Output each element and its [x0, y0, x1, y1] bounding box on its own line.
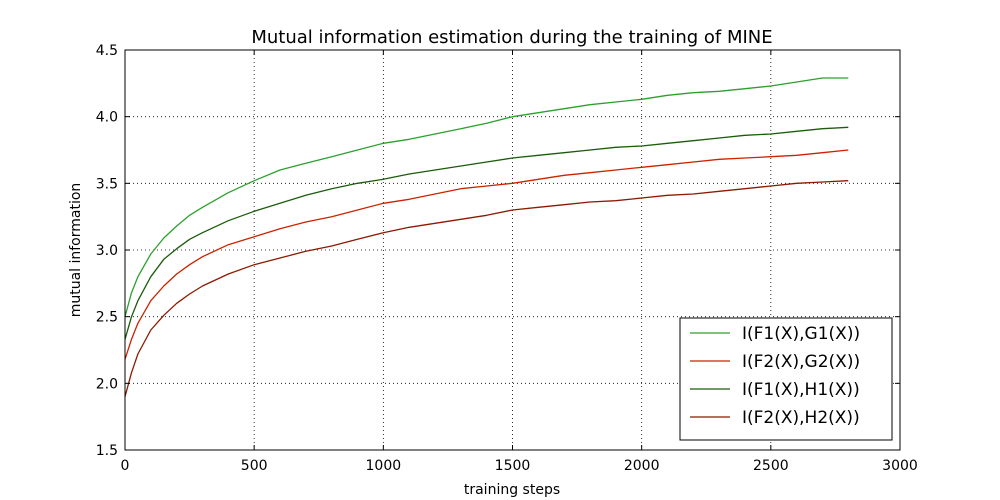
- plot-lines: [124, 77, 849, 397]
- x-tick-label: 2000: [624, 458, 660, 474]
- legend-label: I(F2(X),G2(X)): [742, 352, 860, 372]
- x-axis-label: training steps: [464, 482, 560, 498]
- x-tick-label: 1500: [495, 458, 531, 474]
- y-tick-label: 2.5: [96, 310, 118, 326]
- series-line-4: [124, 180, 849, 397]
- x-tick-label: 0: [121, 458, 130, 474]
- x-tick-label: 1000: [366, 458, 402, 474]
- series-line-3: [124, 126, 849, 340]
- y-tick-label: 3.0: [96, 243, 118, 259]
- y-axis-label: mutual information: [68, 183, 84, 318]
- y-tick-label: 1.5: [96, 443, 118, 459]
- y-tick-label: 4.0: [96, 110, 118, 126]
- legend-label: I(F2(X),H2(X)): [742, 408, 860, 428]
- chart-title: Mutual information estimation during the…: [251, 27, 772, 48]
- legend-label: I(F1(X),G1(X)): [742, 324, 860, 344]
- legend-label: I(F1(X),H1(X)): [742, 380, 860, 400]
- y-tick-label: 2.0: [96, 376, 118, 392]
- x-tick-label: 500: [241, 458, 268, 474]
- y-tick-label: 3.5: [96, 176, 118, 192]
- x-tick-label: 2500: [753, 458, 789, 474]
- series-line-2: [124, 149, 849, 360]
- legend-box: [679, 317, 893, 441]
- y-tick-label: 4.5: [96, 43, 118, 59]
- grid: [125, 50, 900, 450]
- legend: I(F1(X),G1(X)) I(F2(X),G2(X)) I(F1(X),H1(X…: [679, 317, 893, 441]
- x-tick-label: 3000: [882, 458, 918, 474]
- axis-ticks: 0 500 1000 1500 2000 2500 3000 1.5 2.0 2.5 3.0 3.5 4…: [96, 43, 918, 474]
- series-line-1: [124, 77, 849, 317]
